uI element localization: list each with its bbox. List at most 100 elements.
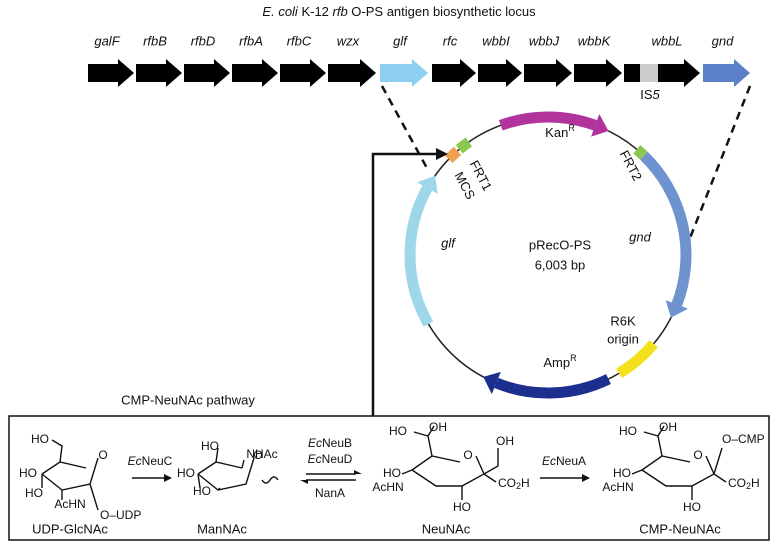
- label-part: Ec: [542, 454, 556, 468]
- gnd-label: gnd: [629, 229, 651, 244]
- enzyme-label: EcNeuA: [542, 454, 586, 468]
- gene-arrow: [574, 59, 622, 87]
- label-part: NeuD: [322, 452, 353, 466]
- amp-label: AmpR: [543, 353, 577, 370]
- pathway-title: CMP-NeuNAc pathway: [121, 392, 255, 407]
- arrow-head: [582, 474, 590, 482]
- gene-arrow: [432, 59, 476, 87]
- atom-label: AcHN: [602, 480, 633, 494]
- structures: [41, 425, 727, 511]
- acid-label: CO2H: [498, 476, 530, 491]
- gene-arrow: [703, 59, 750, 87]
- plasmid-size: 6,003 bp: [535, 257, 586, 272]
- connector-head: [436, 148, 448, 160]
- ring: [401, 425, 499, 500]
- gene-arrow: [328, 59, 376, 87]
- atom-label: HO: [19, 466, 37, 480]
- label-part: H: [751, 476, 760, 490]
- insertion-label: IS5: [640, 87, 660, 102]
- label-part: R: [568, 123, 575, 133]
- atom-label: HO: [389, 424, 407, 438]
- locus-title: E. coli K-12 rfb O-PS antigen biosynthet…: [262, 4, 536, 19]
- gene-arrow: [280, 59, 326, 87]
- atom-label: O: [253, 448, 262, 462]
- atom-label: NHAc: [246, 447, 277, 461]
- gene-label: rfbC: [287, 33, 312, 48]
- label-part: CO: [728, 476, 746, 490]
- atom-label: O: [463, 448, 472, 462]
- frt1-block: [455, 137, 473, 154]
- amp-arrow-head: [483, 371, 501, 395]
- gene-label: galF: [94, 33, 120, 48]
- enzyme-label: NanA: [315, 486, 345, 500]
- gene-label: glf: [393, 33, 408, 48]
- gene-arrow: [232, 59, 278, 87]
- gene-track: galF rfbB rfbD rfbA rfbC wzx glf rfc wbbI wbbJ wbb…: [88, 33, 750, 87]
- gnd-arrow-head: [665, 300, 689, 318]
- acid-label: CO2H: [728, 476, 760, 491]
- kan-arrow: [498, 111, 598, 131]
- atom-label: AcHN: [372, 480, 403, 494]
- gene-label: wbbL: [651, 33, 682, 48]
- ring: [197, 447, 279, 491]
- gene-arrow: [136, 59, 182, 87]
- gene-label: wbbK: [578, 33, 612, 48]
- frt2-block: [633, 145, 648, 160]
- gene-label: rfc: [443, 33, 458, 48]
- atom-label: AcHN: [54, 497, 85, 511]
- gnd-arrow: [640, 151, 692, 307]
- gene-label: gnd: [712, 33, 734, 48]
- kan-label: KanR: [545, 123, 575, 140]
- pathway-box: [8, 415, 770, 541]
- atom-label: O–UDP: [100, 508, 141, 522]
- gene-arrow: [184, 59, 230, 87]
- label-part: Amp: [543, 355, 570, 370]
- gene-arrow: [478, 59, 522, 87]
- origin-label: origin: [607, 331, 639, 346]
- mcs-block: [444, 146, 462, 163]
- label-part: R: [570, 353, 577, 363]
- arrow-head: [300, 480, 308, 484]
- ring: [41, 439, 99, 511]
- gene-label: rfbA: [239, 33, 263, 48]
- atom-label: HO: [25, 486, 43, 500]
- enzyme-label: EcNeuB: [308, 436, 352, 450]
- atom-label: OH: [496, 434, 514, 448]
- compound-name: CMP-NeuNAc: [639, 521, 721, 536]
- label-part: Ec: [308, 452, 322, 466]
- atom-label: HO: [613, 466, 631, 480]
- amp-arrow: [494, 374, 611, 399]
- atom-label: OH: [429, 420, 447, 434]
- atom-label: O: [98, 448, 107, 462]
- glf-arrow-head: [416, 175, 438, 194]
- compound-name: UDP-GlcNAc: [32, 521, 108, 536]
- title-part: O-PS antigen biosynthetic locus: [348, 4, 536, 19]
- label-part: NeuA: [556, 454, 586, 468]
- arrow-head: [354, 470, 362, 474]
- atom-label: O–CMP: [722, 432, 765, 446]
- title-part: rfb: [333, 4, 348, 19]
- ring: [631, 425, 727, 500]
- gene-label: wbbJ: [529, 33, 560, 48]
- atom-label: HO: [683, 500, 701, 514]
- gene-label: rfbD: [191, 33, 216, 48]
- arrow-head: [164, 474, 172, 482]
- compound-name: NeuNAc: [422, 521, 471, 536]
- glf-arrow: [404, 185, 434, 327]
- label-part: Ec: [128, 454, 142, 468]
- compound-name: ManNAc: [197, 521, 247, 536]
- title-part: K-12: [298, 4, 333, 19]
- plasmid-name: pRecO-PS: [529, 237, 591, 252]
- label-part: NeuC: [142, 454, 173, 468]
- atom-label: HO: [193, 484, 211, 498]
- glf-label: glf: [441, 235, 456, 250]
- atom-label: HO: [383, 466, 401, 480]
- gene-label: rfbB: [143, 33, 167, 48]
- label-part: IS: [640, 87, 653, 102]
- atom-label: HO: [619, 424, 637, 438]
- plasmid-map: [404, 111, 692, 399]
- label-part: 5: [653, 87, 661, 102]
- label-part: CO: [498, 476, 516, 490]
